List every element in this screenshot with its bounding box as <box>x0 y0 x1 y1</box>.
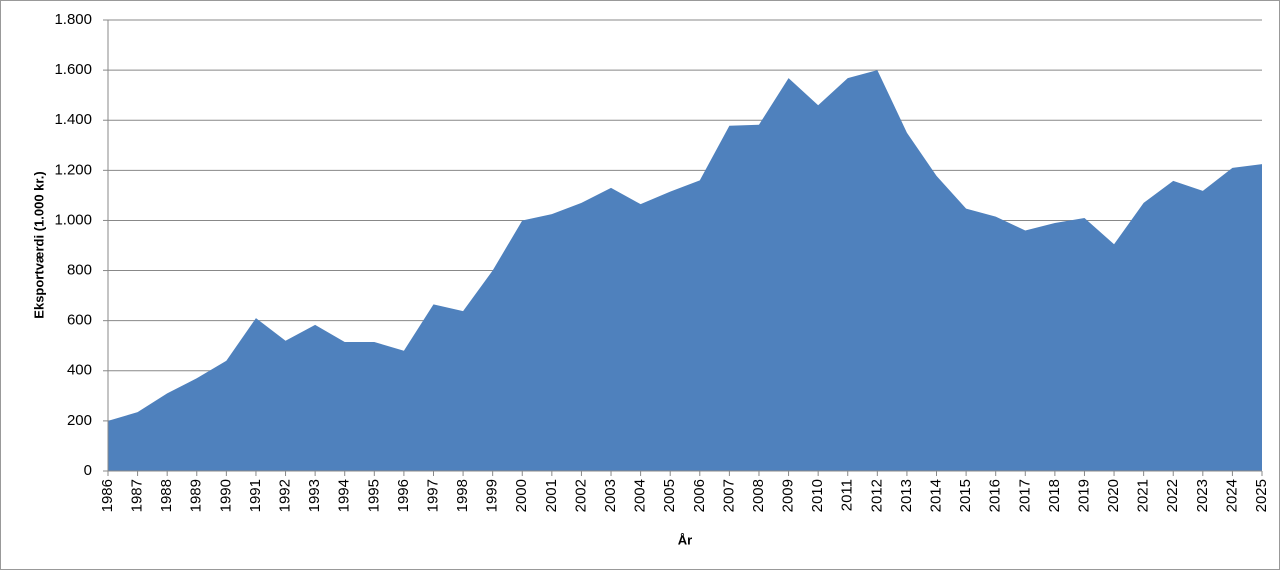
x-tick-label: 2001 <box>543 479 560 512</box>
y-tick-label: 1.400 <box>54 111 92 128</box>
x-tick-label: 1995 <box>365 479 382 512</box>
x-tick-label: 2012 <box>868 479 885 512</box>
x-tick-label: 2004 <box>632 479 649 512</box>
y-tick-label: 1.000 <box>54 211 92 228</box>
x-tick-label: 1990 <box>217 479 234 512</box>
x-tick-label: 1998 <box>454 479 471 512</box>
x-tick-label: 2021 <box>1135 479 1152 512</box>
x-tick-label: 2017 <box>1016 479 1033 512</box>
x-tick-label: 2022 <box>1164 479 1181 512</box>
y-tick-label: 600 <box>67 312 92 329</box>
x-tick-label: 2016 <box>987 479 1004 512</box>
x-tick-label: 1987 <box>129 479 146 512</box>
area <box>108 70 1262 471</box>
x-tick-label: 2005 <box>661 479 678 512</box>
x-tick-label: 2008 <box>750 479 767 512</box>
x-tick-label: 1993 <box>306 479 323 512</box>
x-tick-label: 1996 <box>395 479 412 512</box>
x-tick-label: 2010 <box>809 479 826 512</box>
y-tick-label: 400 <box>67 362 92 379</box>
x-tick-label: 1999 <box>484 479 501 512</box>
x-tick-label: 2000 <box>513 479 530 512</box>
y-tick-label: 0 <box>84 462 92 479</box>
x-tick-label: 2023 <box>1194 479 1211 512</box>
x-tick-label: 2018 <box>1046 479 1063 512</box>
x-tick-label: 1994 <box>336 479 353 512</box>
y-tick-label: 800 <box>67 262 92 279</box>
x-tick-label: 1988 <box>158 479 175 512</box>
y-axis-label: Eksportværdi (1.000 kr.) <box>31 171 46 318</box>
x-tick-label: 2003 <box>602 479 619 512</box>
x-tick-label: 2015 <box>957 479 974 512</box>
x-tick-label: 1989 <box>188 479 205 512</box>
y-tick-label: 200 <box>67 412 92 429</box>
x-axis-label: År <box>678 532 692 547</box>
x-tick-label: 2019 <box>1075 479 1092 512</box>
x-tick-label: 2020 <box>1105 479 1122 512</box>
x-tick-label: 1986 <box>99 479 116 512</box>
x-tick-label: 2009 <box>780 479 797 512</box>
x-tick-label: 2006 <box>691 479 708 512</box>
y-tick-label: 1.200 <box>54 161 92 178</box>
x-tick-label: 1992 <box>277 479 294 512</box>
x-tick-label: 2025 <box>1253 479 1270 512</box>
x-tick-label: 2002 <box>572 479 589 512</box>
x-tick-label: 2007 <box>720 479 737 512</box>
y-tick-label: 1.800 <box>54 11 92 28</box>
x-tick-label: 2024 <box>1223 479 1240 512</box>
y-tick-label: 1.600 <box>54 61 92 78</box>
x-tick-label: 1991 <box>247 479 264 512</box>
x-tick-label: 2013 <box>898 479 915 512</box>
x-tick-label: 1997 <box>424 479 441 512</box>
x-tick-label: 2011 <box>839 479 856 511</box>
x-tick-label: 2014 <box>927 479 944 512</box>
